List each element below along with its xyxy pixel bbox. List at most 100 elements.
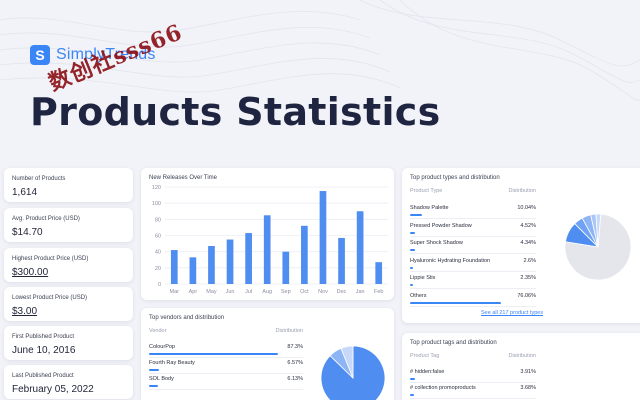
y-tick-label: 40 [155, 250, 161, 256]
product-types-card: Top product types and distribution Produ… [402, 168, 640, 323]
bar[interactable] [356, 211, 364, 284]
metric-card: Last Published Product February 05, 2022 [4, 365, 133, 399]
x-tick-label: Dec [337, 289, 347, 295]
product-types-pie-chart [564, 213, 632, 281]
metric-label: Highest Product Price (USD) [12, 256, 89, 262]
bar[interactable] [208, 246, 215, 284]
row-divider [410, 288, 536, 289]
distribution-bar [410, 378, 415, 380]
metric-card: Number of Products 1,614 [4, 168, 133, 202]
vendors-col-vendor: Vendor [149, 328, 167, 334]
metric-value: February 05, 2022 [12, 384, 94, 395]
distribution-bar [410, 249, 416, 251]
x-tick-label: May [206, 289, 217, 295]
y-tick-label: 60 [155, 234, 161, 240]
product-types-title: Top product types and distribution [410, 175, 500, 181]
x-tick-label: Sep [281, 289, 291, 295]
table-row-distribution: 3.91% [520, 369, 536, 375]
vendors-card: Top vendors and distribution Vendor Dist… [141, 308, 394, 400]
bar[interactable] [375, 262, 383, 284]
bar[interactable] [189, 257, 197, 284]
metric-card: Avg. Product Price (USD) $14.70 [4, 208, 133, 242]
table-row-name: Hyaluronic Hydrating Foundation [410, 257, 491, 264]
table-row-distribution: 4.52% [520, 222, 536, 229]
releases-chart-card: New Releases Over Time 0 20 40 60 80 100 120 Ma… [141, 168, 394, 300]
pie-slice[interactable] [564, 213, 632, 281]
product-types-col-distribution: Distribution [508, 188, 536, 194]
see-all-product-types-link[interactable]: See all 217 product types [481, 310, 544, 316]
distribution-bar [149, 385, 159, 387]
bar[interactable] [301, 225, 308, 284]
x-tick-label: Jan [356, 289, 365, 295]
distribution-bar [410, 266, 414, 269]
table-row-distribution: 6.57% [287, 360, 303, 366]
table-row-name: # hidden:false [410, 369, 445, 375]
bar[interactable] [319, 191, 327, 284]
metric-card: First Published Product June 10, 2016 [4, 326, 133, 360]
table-row-name: Shadow Palette [410, 205, 449, 211]
metric-value: $14.70 [12, 227, 43, 238]
distribution-bar [410, 214, 423, 216]
y-tick-label: 20 [155, 266, 161, 272]
metric-value[interactable]: $3.00 [12, 306, 38, 317]
page-title: Products Statistics [30, 90, 441, 134]
table-row-name: Pressed Powder Shadow [410, 222, 472, 229]
bar[interactable] [263, 215, 271, 284]
bar[interactable] [338, 237, 345, 284]
x-tick-label: Mar [170, 289, 180, 295]
metric-label: First Published Product [12, 334, 75, 340]
bar[interactable] [245, 233, 252, 284]
y-tick-label: 120 [152, 185, 161, 191]
metric-card: Lowest Product Price (USD) $3.00 [4, 287, 133, 321]
x-tick-label: Jun [226, 289, 235, 295]
row-divider [410, 382, 536, 383]
x-tick-label: Jul [245, 289, 252, 295]
metric-label: Avg. Product Price (USD) [12, 216, 80, 222]
table-row-distribution: 3.68% [520, 385, 536, 391]
y-tick-label: 100 [152, 201, 161, 207]
brand[interactable]: S SimplyTrends [30, 45, 156, 65]
metric-value[interactable]: $300.00 [12, 267, 49, 278]
table-row-distribution: 87.3% [287, 344, 303, 350]
background-contour-lines [0, 0, 640, 101]
y-tick-label: 80 [155, 217, 161, 223]
distribution-bar [149, 353, 279, 355]
metric-card: Highest Product Price (USD) $300.00 [4, 248, 133, 282]
metric-value: June 10, 2016 [12, 345, 76, 356]
brand-name: SimplyTrends [56, 46, 156, 63]
row-divider [410, 398, 536, 399]
pie-slice[interactable] [340, 345, 354, 379]
table-row-distribution: 10.04% [517, 205, 536, 211]
row-divider [149, 373, 303, 374]
table-row-distribution: 76.06% [517, 292, 536, 299]
row-divider [149, 357, 303, 358]
product-tags-col-distribution: Distribution [508, 353, 536, 359]
metric-label: Last Published Product [12, 373, 74, 379]
table-row-distribution: 6.13% [287, 376, 303, 382]
x-tick-label: Feb [374, 289, 383, 295]
table-row-distribution: 4.34% [520, 240, 536, 246]
metric-value: 1,614 [12, 187, 38, 198]
table-row-name: SOL Body [149, 376, 174, 382]
distribution-bar [410, 394, 415, 396]
bar[interactable] [170, 250, 178, 284]
metric-label: Number of Products [12, 176, 66, 182]
table-row-name: Lippie Stix [410, 275, 436, 281]
vendors-col-distribution: Distribution [275, 328, 303, 334]
metric-label: Lowest Product Price (USD) [12, 295, 88, 301]
bar[interactable] [226, 239, 234, 284]
bar[interactable] [282, 251, 290, 284]
product-tags-card: Top product tags and distribution Produc… [402, 333, 640, 400]
product-types-col-type: Product Type [410, 188, 443, 194]
row-divider [410, 253, 536, 254]
table-row-distribution: 2.35% [520, 275, 536, 281]
table-row-name: Others [410, 292, 427, 299]
brand-logo-icon: S [30, 45, 50, 65]
x-tick-label: Nov [318, 289, 328, 295]
product-tags-col-tag: Product Tag [410, 353, 440, 359]
x-tick-label: Oct [300, 289, 309, 295]
row-divider [410, 235, 536, 237]
vendors-title: Top vendors and distribution [149, 315, 225, 321]
x-tick-label: Apr [189, 289, 198, 295]
distribution-bar [410, 284, 413, 286]
